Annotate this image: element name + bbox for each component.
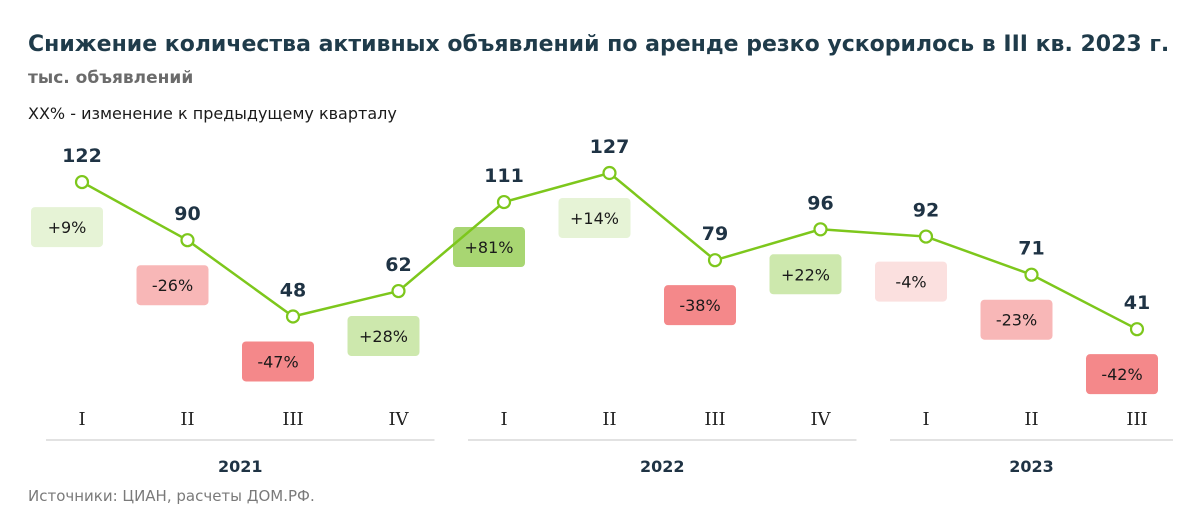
change-badge: +9% [31, 207, 103, 248]
x-tick-label: I [78, 409, 85, 430]
change-label: +22% [781, 265, 830, 284]
x-tick-label: III [282, 409, 303, 430]
x-tick-label: III [1126, 409, 1147, 430]
change-badge-bg [31, 207, 103, 248]
x-tick-label: I [922, 409, 929, 430]
change-label: -23% [996, 311, 1037, 330]
value-label: 96 [807, 192, 833, 214]
x-tick-label: IV [388, 409, 409, 430]
change-label: -42% [1101, 365, 1142, 384]
year-label: 2021 [218, 457, 263, 476]
change-badge-bg [875, 261, 947, 302]
change-badge-bg [664, 285, 736, 326]
data-point [180, 233, 195, 248]
chart-units: тыс. объявлений [28, 68, 194, 88]
data-point [285, 309, 301, 324]
change-badge: +22% [769, 254, 842, 295]
value-label: 62 [385, 254, 411, 276]
change-badge-bg [1086, 354, 1158, 395]
change-badge: -4% [875, 261, 947, 302]
x-tick-label: IV [810, 409, 831, 430]
change-badge-bg [242, 341, 314, 382]
change-badge: +81% [453, 227, 525, 268]
change-label: +28% [359, 327, 408, 346]
data-point [391, 283, 406, 299]
value-label: 122 [62, 145, 102, 167]
change-badge-bg [453, 227, 525, 268]
x-tick-label: II [602, 409, 616, 430]
change-label: -26% [152, 276, 193, 295]
value-label: 92 [913, 200, 939, 222]
x-tick-label: I [500, 409, 507, 430]
change-label: -38% [679, 296, 720, 315]
x-tick-label: II [180, 409, 194, 430]
change-badge: +28% [347, 316, 420, 357]
change-label: +14% [570, 209, 619, 228]
year-label: 2022 [640, 457, 685, 476]
source-note: Источники: ЦИАН, расчеты ДОМ.РФ. [28, 487, 315, 505]
value-label: 48 [280, 279, 306, 301]
change-badge-bg [347, 316, 420, 357]
change-label: +81% [465, 238, 514, 257]
data-point [813, 222, 828, 237]
value-label: 90 [174, 203, 200, 225]
value-label: 71 [1018, 238, 1044, 260]
series-line [81, 171, 1138, 331]
data-point [1024, 267, 1039, 282]
change-badge: -26% [136, 265, 209, 306]
change-badge: -23% [980, 299, 1053, 340]
x-tick-label: III [704, 409, 725, 430]
change-badge-bg [136, 265, 209, 306]
chart-title: Снижение количества активных объявлений … [28, 32, 1170, 57]
value-label: 79 [702, 223, 728, 245]
x-tick-label: II [1024, 409, 1038, 430]
data-point [496, 194, 512, 210]
value-label: 127 [590, 136, 630, 158]
year-label: 2023 [1009, 457, 1054, 476]
data-point [602, 165, 617, 181]
change-badge-bg [980, 299, 1053, 340]
change-badge: -38% [664, 285, 736, 326]
change-badge: -42% [1086, 354, 1158, 395]
value-label: 111 [484, 165, 524, 187]
change-badge-bg [558, 198, 631, 238]
chart-legend-note: XX% - изменение к предыдущему кварталу [28, 104, 397, 123]
value-label: 41 [1124, 292, 1150, 314]
data-point [1129, 322, 1145, 337]
change-badge: -47% [242, 341, 314, 382]
data-point [707, 253, 723, 268]
change-label: +9% [48, 218, 87, 237]
change-label: -47% [257, 352, 298, 371]
change-label: -4% [895, 273, 926, 292]
change-badge-bg [769, 254, 842, 295]
change-badge: +14% [558, 198, 631, 238]
data-point [918, 229, 934, 244]
data-point [74, 174, 90, 190]
